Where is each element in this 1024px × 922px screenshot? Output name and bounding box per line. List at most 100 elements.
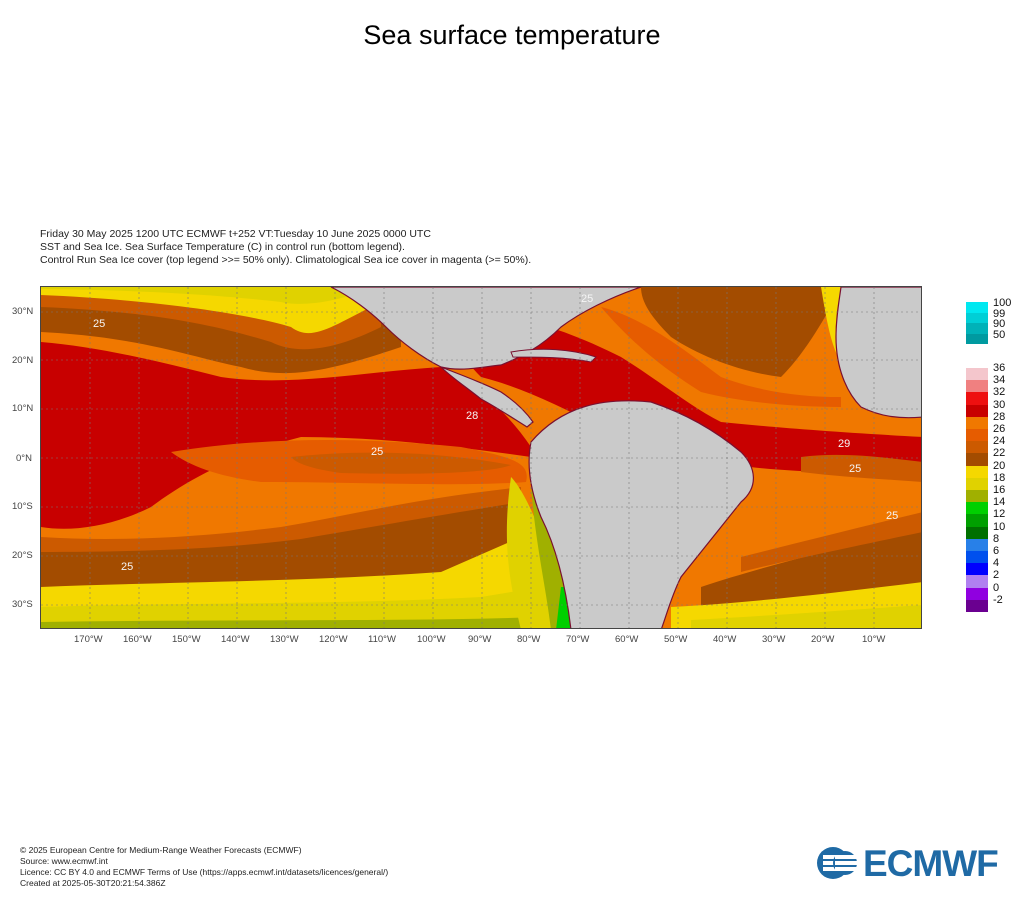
- sst-map-canvas: 25 25 25 25 25 25 28 29: [41, 287, 921, 628]
- legend-swatch: [966, 429, 988, 442]
- lon-label: 30°W: [762, 634, 786, 645]
- contour-label: 28: [466, 410, 478, 422]
- ecmwf-logo-text: ECMWF: [863, 843, 999, 884]
- legend-label: 16: [993, 484, 1006, 496]
- legend-swatch: [966, 453, 988, 466]
- subtitle-line: Friday 30 May 2025 1200 UTC ECMWF t+252 …: [40, 228, 431, 240]
- legend-label: 50: [993, 328, 1006, 341]
- lon-label: 50°W: [664, 634, 688, 645]
- lon-label: 110°W: [368, 634, 396, 645]
- lon-label: 120°W: [319, 634, 348, 645]
- lon-label: 60°W: [615, 634, 639, 645]
- lat-label: 20°S: [12, 550, 33, 561]
- legend-label: 36: [993, 362, 1006, 374]
- legend-swatch: [966, 538, 988, 551]
- legend-label: 14: [993, 496, 1006, 509]
- sst-field-south-pacific-24: [41, 487, 521, 552]
- subtitle-line: Control Run Sea Ice cover (top legend >>…: [40, 254, 532, 266]
- lat-label: 10°S: [12, 501, 33, 512]
- lon-label: 100°W: [417, 634, 446, 645]
- ecmwf-logo-mark: [817, 847, 859, 879]
- contour-label: 25: [581, 293, 593, 305]
- legend-label: 2: [993, 569, 1000, 582]
- legend-swatch: [966, 441, 988, 454]
- sst-field-north-atlantic-26: [601, 307, 841, 407]
- sst-field-north-atlantic-22: [641, 287, 841, 377]
- legend-label: 22: [993, 447, 1006, 460]
- lon-label: 10°W: [862, 634, 886, 645]
- contour-label: 25: [93, 318, 105, 330]
- legend-label: 0: [993, 581, 1000, 594]
- lat-label: 10°N: [12, 403, 34, 414]
- legend-label: 12: [993, 508, 1006, 521]
- lon-label: 150°W: [172, 634, 201, 645]
- legend-swatch: [966, 587, 988, 600]
- legend-swatch: [966, 465, 988, 478]
- land-south-america: [528, 400, 754, 628]
- ecmwf-logo: ECMWF: [815, 843, 1010, 884]
- contour-label: 25: [849, 463, 861, 475]
- legend-label: 30: [993, 398, 1006, 411]
- legend-label: 26: [993, 423, 1006, 435]
- legend-swatch: [966, 380, 988, 393]
- lon-label: 130°W: [270, 634, 299, 645]
- legend-swatch: [966, 490, 988, 503]
- legend-swatch: [966, 404, 988, 417]
- lon-label: 40°W: [713, 634, 737, 645]
- contour-label: 25: [371, 446, 383, 458]
- sst-legend: 36 34 32 30 28 26 24 22 20 18 16 14 12 10 8 6 4 2 0 -2: [966, 362, 1024, 614]
- legend-label: 100: [993, 297, 1012, 309]
- lon-label: 70°W: [566, 634, 590, 645]
- legend-label: 20: [993, 459, 1006, 472]
- ice-legend: 100 99 90 50: [966, 297, 1024, 346]
- land-north-america: [330, 287, 642, 370]
- contour-label: 29: [838, 438, 850, 450]
- legend-label: 18: [993, 471, 1006, 484]
- legend-label: 8: [993, 532, 1000, 545]
- legend-swatch: [966, 599, 988, 612]
- sst-field-south-pacific-18: [41, 587, 541, 628]
- legend-swatch: [966, 514, 988, 527]
- sst-field-south-atlantic-22: [701, 527, 921, 607]
- legend-label: 28: [993, 410, 1006, 423]
- footer-licence: Licence: CC BY 4.0 and ECMWF Terms of Us…: [20, 867, 389, 877]
- lon-label: 20°W: [811, 634, 835, 645]
- legend-label: 4: [993, 557, 1000, 570]
- footer-source: Source: www.ecmwf.int: [20, 856, 108, 866]
- sst-field-north-pacific-18: [41, 287, 371, 304]
- legend-swatch: [966, 368, 988, 381]
- legend-label: 99: [993, 307, 1006, 320]
- legend-label: 10: [993, 520, 1006, 533]
- legend-label: 34: [993, 374, 1006, 387]
- contour-label: 25: [121, 561, 133, 573]
- legend-label: -2: [993, 593, 1003, 606]
- lon-label: 90°W: [468, 634, 492, 645]
- lat-label: 30°S: [12, 599, 33, 610]
- legend-swatch: [966, 392, 988, 405]
- legend-swatch: [966, 323, 988, 334]
- legend-swatch: [966, 477, 988, 490]
- land-africa: [835, 287, 921, 419]
- legend-swatch: [966, 575, 988, 588]
- lon-label: 80°W: [517, 634, 541, 645]
- graticule: [41, 287, 921, 628]
- lat-label: 30°N: [12, 306, 34, 317]
- legend-swatch: [966, 563, 988, 576]
- page-title: Sea surface temperature: [363, 20, 661, 50]
- subtitle-line: SST and Sea Ice. Sea Surface Temperature…: [40, 241, 405, 253]
- sst-field-pacific-30: [41, 342, 531, 529]
- legend-swatch: [966, 526, 988, 539]
- legend-label: 24: [993, 435, 1006, 448]
- footer-copyright: © 2025 European Centre for Medium-Range …: [20, 845, 302, 855]
- legend-swatch: [966, 302, 988, 313]
- legend-swatch: [966, 333, 988, 344]
- sst-map: 25 25 25 25 25 25 28 29: [40, 286, 922, 629]
- lon-label: 170°W: [74, 634, 103, 645]
- sst-field-south-pacific-16: [41, 617, 541, 628]
- lat-label: 0°N: [16, 453, 32, 464]
- legend-swatch: [966, 551, 988, 564]
- sst-field-gulf-of-guinea: [801, 454, 921, 482]
- lon-label: 140°W: [221, 634, 250, 645]
- contour-label: 25: [886, 510, 898, 522]
- lon-label: 160°W: [123, 634, 152, 645]
